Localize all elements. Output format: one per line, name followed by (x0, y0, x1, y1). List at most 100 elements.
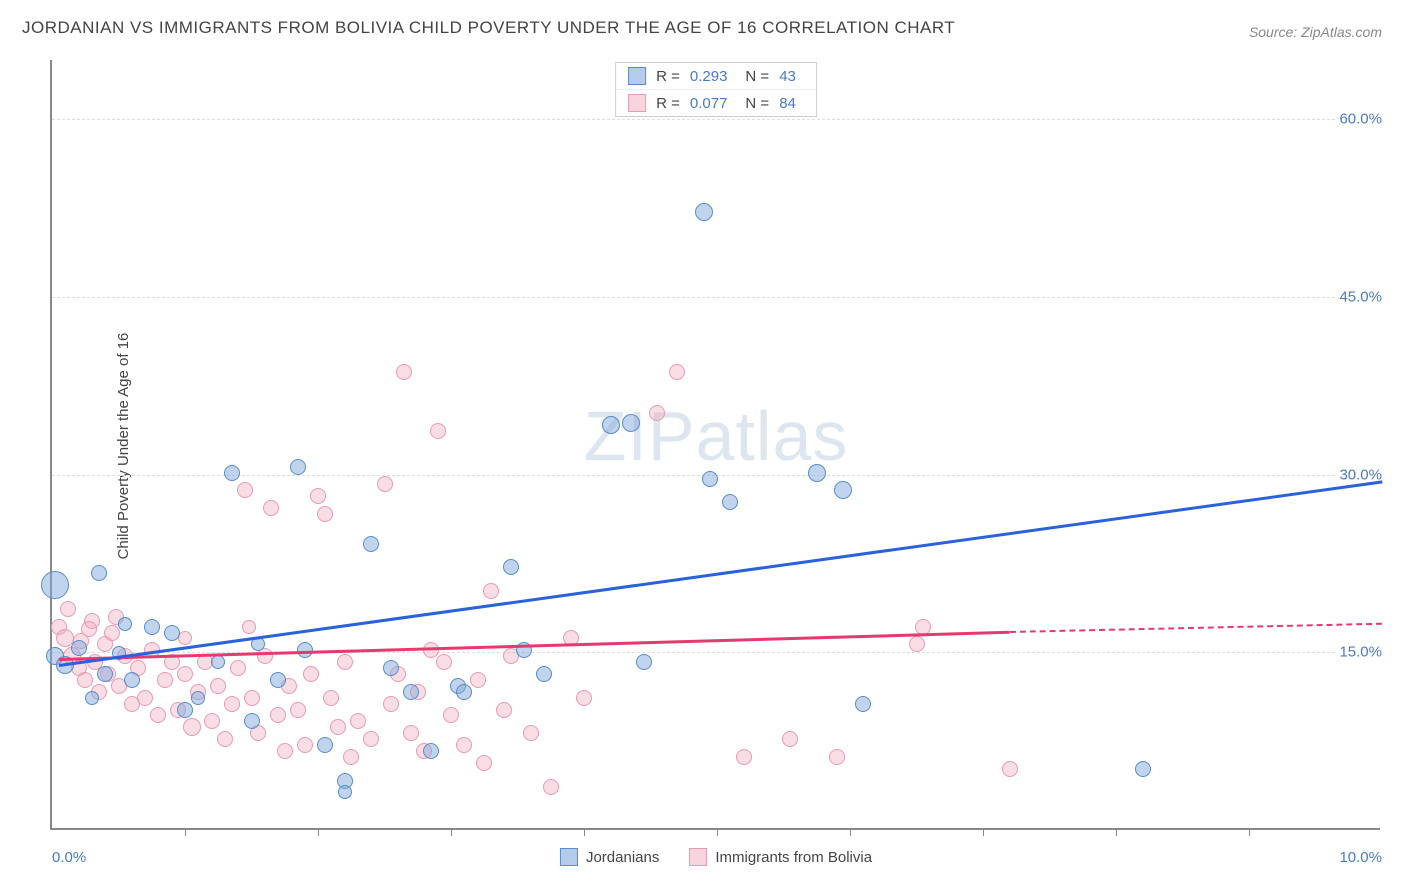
scatter-point (97, 666, 113, 682)
x-tick (983, 828, 984, 836)
scatter-point (496, 702, 512, 718)
scatter-point (636, 654, 652, 670)
scatter-point (669, 364, 685, 380)
scatter-point (423, 743, 439, 759)
y-tick-label: 15.0% (1335, 644, 1382, 661)
scatter-point (191, 691, 205, 705)
x-tick (451, 828, 452, 836)
scatter-point (782, 731, 798, 747)
scatter-point (150, 707, 166, 723)
x-tick (850, 828, 851, 836)
r-value-jordanians: 0.293 (690, 68, 728, 85)
scatter-point (483, 583, 499, 599)
scatter-point (383, 660, 399, 676)
scatter-point (543, 779, 559, 795)
scatter-point (350, 713, 366, 729)
scatter-point (829, 749, 845, 765)
scatter-point (430, 423, 446, 439)
x-tick (1116, 828, 1117, 836)
scatter-point (383, 696, 399, 712)
scatter-point (204, 713, 220, 729)
y-tick-label: 60.0% (1335, 111, 1382, 128)
legend-item-jordanians: Jordanians (560, 848, 659, 866)
scatter-point (536, 666, 552, 682)
scatter-point (303, 666, 319, 682)
scatter-point (118, 617, 132, 631)
scatter-point (60, 601, 76, 617)
scatter-point (403, 725, 419, 741)
scatter-point (602, 416, 620, 434)
legend-label: Jordanians (586, 849, 659, 866)
scatter-point (808, 464, 826, 482)
scatter-point (317, 506, 333, 522)
scatter-point (523, 725, 539, 741)
scatter-point (277, 743, 293, 759)
scatter-point (137, 690, 153, 706)
scatter-point (237, 482, 253, 498)
scatter-point (343, 749, 359, 765)
x-tick-label: 10.0% (1339, 849, 1382, 866)
r-label: R = (656, 95, 680, 112)
scatter-point (1135, 761, 1151, 777)
scatter-point (230, 660, 246, 676)
stat-legend-row-jordanians: R = 0.293 N = 43 (616, 63, 816, 89)
scatter-point (144, 619, 160, 635)
swatch-blue (628, 67, 646, 85)
y-tick-label: 45.0% (1335, 288, 1382, 305)
stat-legend: R = 0.293 N = 43 R = 0.077 N = 84 (615, 62, 817, 117)
swatch-pink (689, 848, 707, 866)
scatter-point (377, 476, 393, 492)
x-tick (717, 828, 718, 836)
scatter-point (177, 666, 193, 682)
scatter-point (81, 621, 97, 637)
n-value-bolivia: 84 (779, 95, 796, 112)
scatter-point (297, 737, 313, 753)
x-tick (318, 828, 319, 836)
scatter-point (71, 640, 87, 656)
scatter-point (722, 494, 738, 510)
legend-item-bolivia: Immigrants from Bolivia (689, 848, 872, 866)
scatter-point (1002, 761, 1018, 777)
scatter-point (224, 465, 240, 481)
gridline (52, 119, 1380, 120)
scatter-point (337, 654, 353, 670)
scatter-point (403, 684, 419, 700)
scatter-point (576, 690, 592, 706)
scatter-point (211, 655, 225, 669)
scatter-point (104, 625, 120, 641)
scatter-point (242, 620, 256, 634)
gridline (52, 297, 1380, 298)
scatter-point (310, 488, 326, 504)
scatter-point (41, 571, 69, 599)
scatter-point (164, 625, 180, 641)
scatter-point (456, 684, 472, 700)
r-label: R = (656, 68, 680, 85)
scatter-point (649, 405, 665, 421)
n-value-jordanians: 43 (779, 68, 796, 85)
scatter-point (317, 737, 333, 753)
scatter-point (244, 713, 260, 729)
scatter-point (91, 565, 107, 581)
scatter-point (470, 672, 486, 688)
scatter-point (736, 749, 752, 765)
scatter-point (124, 672, 140, 688)
x-tick (1249, 828, 1250, 836)
scatter-point (476, 755, 492, 771)
n-label: N = (745, 95, 769, 112)
scatter-point (855, 696, 871, 712)
x-tick (185, 828, 186, 836)
scatter-point (443, 707, 459, 723)
scatter-point (834, 481, 852, 499)
scatter-point (363, 536, 379, 552)
r-value-bolivia: 0.077 (690, 95, 728, 112)
scatter-point (270, 672, 286, 688)
scatter-point (270, 707, 286, 723)
scatter-point (183, 718, 201, 736)
x-tick (584, 828, 585, 836)
scatter-point (177, 702, 193, 718)
swatch-blue (560, 848, 578, 866)
watermark: ZIPatlas (584, 396, 849, 476)
scatter-point (290, 702, 306, 718)
scatter-point (330, 719, 346, 735)
scatter-point (210, 678, 226, 694)
